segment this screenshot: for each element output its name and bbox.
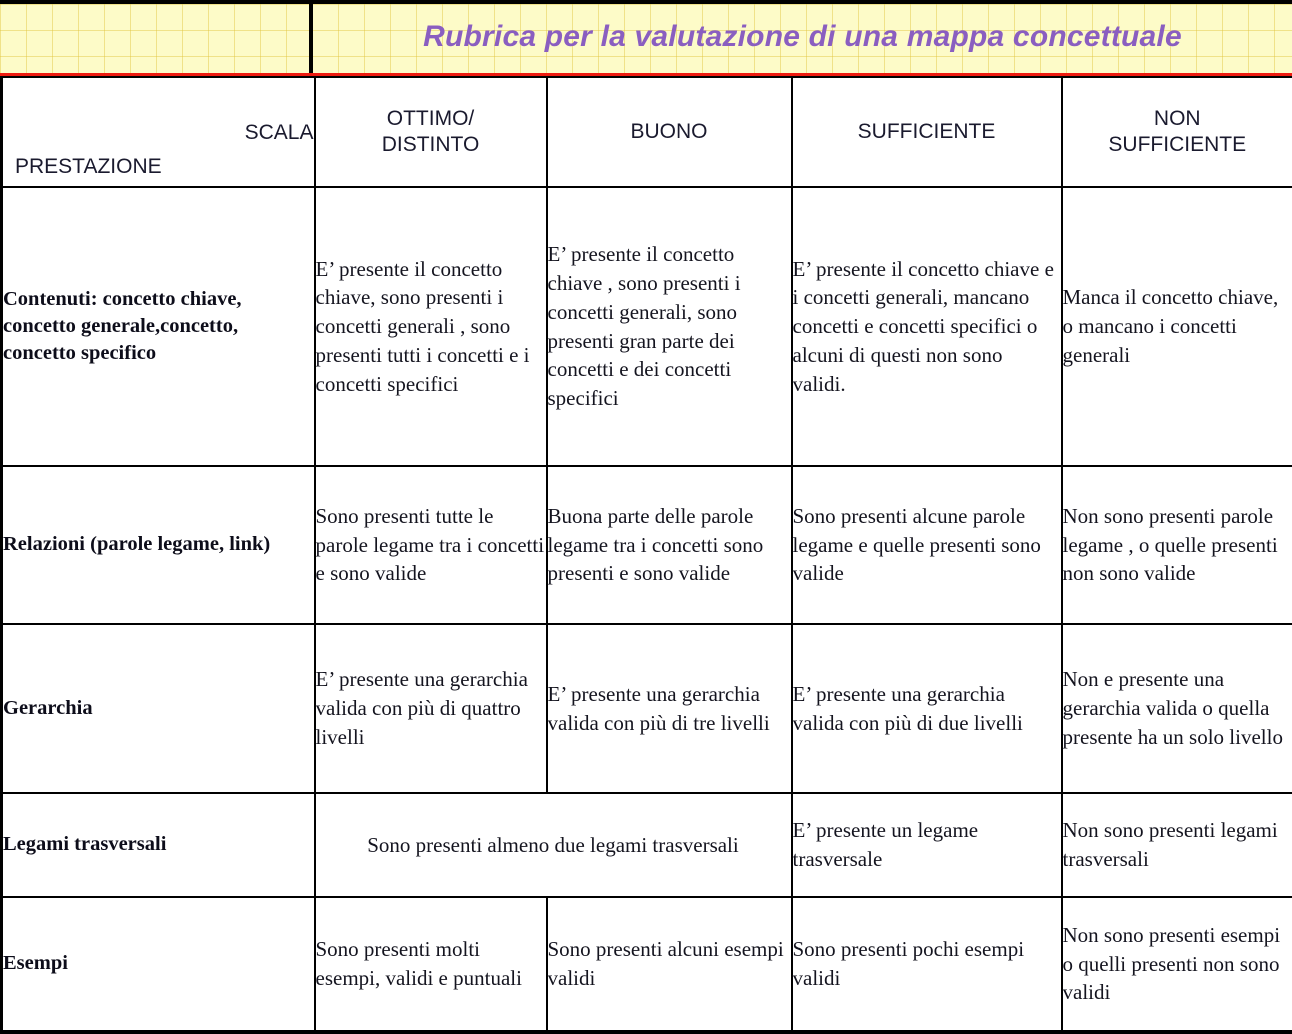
- column-header-ottimo-distinto: OTTIMO/ DISTINTO: [315, 77, 547, 187]
- column-header-line2: SUFFICIENTE: [1063, 132, 1292, 158]
- descriptor-cell: Buona parte delle parole legame tra i co…: [547, 466, 792, 624]
- axis-performance-label: PRESTAZIONE: [15, 155, 162, 178]
- descriptor-cell: E’ presente il concetto chiave e i conce…: [792, 187, 1062, 466]
- axis-legend-cell: SCALA PRESTAZIONE: [2, 77, 315, 187]
- column-header-line1: NON: [1063, 106, 1292, 132]
- rubric-table: SCALA PRESTAZIONE OTTIMO/ DISTINTO BUONO…: [0, 76, 1292, 1034]
- descriptor-cell: Sono presenti alcuni esempi validi: [547, 897, 792, 1032]
- descriptor-cell: E’ presente una gerarchia valida con più…: [792, 624, 1062, 793]
- column-header-line2: DISTINTO: [316, 132, 546, 158]
- descriptor-cell: Sono presenti alcune parole legame e que…: [792, 466, 1062, 624]
- column-header-sufficiente: SUFFICIENTE: [792, 77, 1062, 187]
- column-header-line1: OTTIMO/: [316, 106, 546, 132]
- criterion-label: Esempi: [2, 897, 315, 1032]
- descriptor-cell: E’ presente una gerarchia valida con più…: [547, 624, 792, 793]
- descriptor-cell: E’ presente il concetto chiave , sono pr…: [547, 187, 792, 466]
- title-band: Rubrica per la valutazione di una mappa …: [0, 0, 1292, 76]
- descriptor-cell: Sono presenti tutte le parole legame tra…: [315, 466, 547, 624]
- table-row: Gerarchia E’ presente una gerarchia vali…: [2, 624, 1292, 793]
- column-header-line1: SUFFICIENTE: [793, 119, 1061, 145]
- descriptor-cell: Non e presente una gerarchia valida o qu…: [1062, 624, 1292, 793]
- descriptor-cell: Sono presenti pochi esempi validi: [792, 897, 1062, 1032]
- descriptor-cell: Manca il concetto chiave, o mancano i co…: [1062, 187, 1292, 466]
- descriptor-cell: E’ presente un legame trasversale: [792, 793, 1062, 897]
- column-header-buono: BUONO: [547, 77, 792, 187]
- title-band-right: Rubrica per la valutazione di una mappa …: [313, 2, 1292, 75]
- descriptor-cell: Non sono presenti parole legame , o quel…: [1062, 466, 1292, 624]
- criterion-label: Gerarchia: [2, 624, 315, 793]
- axis-scale-label: SCALA: [3, 121, 314, 144]
- descriptor-cell: E’ presente una gerarchia valida con più…: [315, 624, 547, 793]
- table-row: Esempi Sono presenti molti esempi, valid…: [2, 897, 1292, 1032]
- descriptor-cell: Sono presenti molti esempi, validi e pun…: [315, 897, 547, 1032]
- column-header-non-sufficiente: NON SUFFICIENTE: [1062, 77, 1292, 187]
- descriptor-cell: E’ presente il concetto chiave, sono pre…: [315, 187, 547, 466]
- page-title: Rubrica per la valutazione di una mappa …: [423, 20, 1182, 54]
- title-band-left-spacer: [0, 4, 313, 73]
- criterion-label: Contenuti: concetto chiave, concetto gen…: [2, 187, 315, 466]
- table-row: Relazioni (parole legame, link) Sono pre…: [2, 466, 1292, 624]
- descriptor-cell: Non sono presenti esempi o quelli presen…: [1062, 897, 1292, 1032]
- table-row: Legami trasversali Sono presenti almeno …: [2, 793, 1292, 897]
- criterion-label: Relazioni (parole legame, link): [2, 466, 315, 624]
- column-header-line1: BUONO: [548, 119, 791, 145]
- table-row: Contenuti: concetto chiave, concetto gen…: [2, 187, 1292, 466]
- table-header-row: SCALA PRESTAZIONE OTTIMO/ DISTINTO BUONO…: [2, 77, 1292, 187]
- descriptor-cell-merged: Sono presenti almeno due legami trasvers…: [315, 793, 792, 897]
- criterion-label: Legami trasversali: [2, 793, 315, 897]
- descriptor-cell: Non sono presenti legami trasversali: [1062, 793, 1292, 897]
